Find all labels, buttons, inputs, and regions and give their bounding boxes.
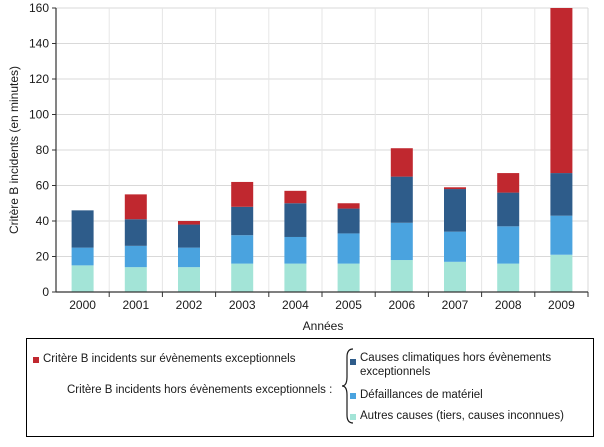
legend-brace: [341, 348, 354, 424]
x-tick-label: 2006: [388, 298, 415, 312]
bar-segment: [444, 187, 466, 190]
axes: [52, 7, 589, 297]
bar-segment: [550, 254, 573, 292]
bar-segment: [71, 210, 94, 248]
bar-segment: [284, 190, 307, 204]
legend-swatch-autres: [350, 414, 356, 420]
x-tick-label: 2001: [122, 298, 149, 312]
bar-segment: [178, 247, 200, 268]
bar-segment: [284, 203, 307, 237]
x-tick-label: 2009: [548, 298, 575, 312]
legend-swatch-materiel: [350, 393, 356, 399]
bar-segment: [444, 189, 466, 232]
bar-series: [71, 8, 573, 292]
y-axis-label: Critère B incidents (en minutes): [7, 66, 21, 234]
x-tick-label: 2007: [442, 298, 469, 312]
bar-segment: [444, 231, 466, 262]
bar-segment: [337, 263, 360, 292]
bar-segment: [284, 236, 307, 264]
legend-label-autres: Autres causes (tiers, causes inconnues): [360, 410, 564, 422]
y-tick-label: 80: [36, 143, 50, 157]
bar-segment: [497, 192, 520, 227]
y-tick-label: 140: [29, 37, 49, 51]
y-tick-label: 100: [29, 108, 49, 122]
bar-segment: [497, 263, 520, 292]
x-axis-label: Années: [303, 319, 344, 333]
y-tick-label: 120: [29, 72, 49, 86]
legend-label-exceptional: Critère B incidents sur évènements excep…: [43, 353, 296, 365]
bar-segment: [178, 224, 200, 248]
bar-segment: [550, 8, 573, 174]
bar-segment: [337, 208, 360, 234]
bar-segment: [284, 263, 307, 292]
legend-label-climatic-line1: Causes climatiques hors évènements: [360, 352, 552, 364]
legend: Critère B incidents sur évènements excep…: [26, 338, 594, 437]
bar-segment: [124, 194, 147, 220]
bar-segment: [231, 235, 254, 264]
bar-segment: [124, 245, 147, 268]
x-tick-label: 2004: [282, 298, 309, 312]
y-tick-label: 0: [42, 285, 49, 299]
bar-segment: [337, 233, 360, 264]
bar-segment: [71, 265, 94, 292]
tick-labels: 0 20 40 60 80 100 120 140 160 2000 2001 2002 2003 200…: [29, 1, 575, 312]
y-tick-label: 160: [29, 1, 49, 15]
bar-segment: [71, 247, 94, 266]
bar-segment: [337, 203, 360, 209]
bar-segment: [231, 263, 254, 292]
bar-segment: [444, 261, 466, 292]
bar-segment: [497, 173, 520, 193]
bar-segment: [124, 267, 147, 292]
legend-swatch-exceptional: [33, 357, 39, 363]
legend-swatch-climatic: [350, 359, 356, 365]
y-tick-label: 20: [36, 250, 50, 264]
x-tick-label: 2003: [229, 298, 256, 312]
bar-segment: [124, 219, 147, 246]
bar-segment: [390, 176, 413, 223]
x-tick-label: 2000: [69, 298, 96, 312]
grid-lines: [56, 7, 589, 292]
bar-segment: [390, 260, 413, 292]
bar-segment: [497, 226, 520, 264]
bar-segment: [178, 267, 200, 292]
legend-label-materiel: Défaillances de matériel: [360, 389, 483, 401]
y-tick-label: 60: [36, 179, 50, 193]
y-tick-label: 40: [36, 214, 50, 228]
x-tick-label: 2005: [335, 298, 362, 312]
bar-chart: 0 20 40 60 80 100 120 140 160 2000 2001 2002 2003 200…: [7, 1, 589, 333]
bar-segment: [178, 221, 200, 225]
bar-segment: [550, 173, 573, 216]
bar-segment: [390, 148, 413, 177]
bar-segment: [550, 215, 573, 255]
legend-label-climatic-line2: exceptionnels: [360, 366, 431, 378]
legend-label-hors-exceptionnels: Critère B incidents hors évènements exce…: [67, 384, 333, 396]
x-tick-label: 2008: [495, 298, 522, 312]
bar-segment: [231, 181, 254, 207]
bar-segment: [390, 222, 413, 261]
bar-segment: [231, 206, 254, 236]
x-tick-label: 2002: [176, 298, 203, 312]
